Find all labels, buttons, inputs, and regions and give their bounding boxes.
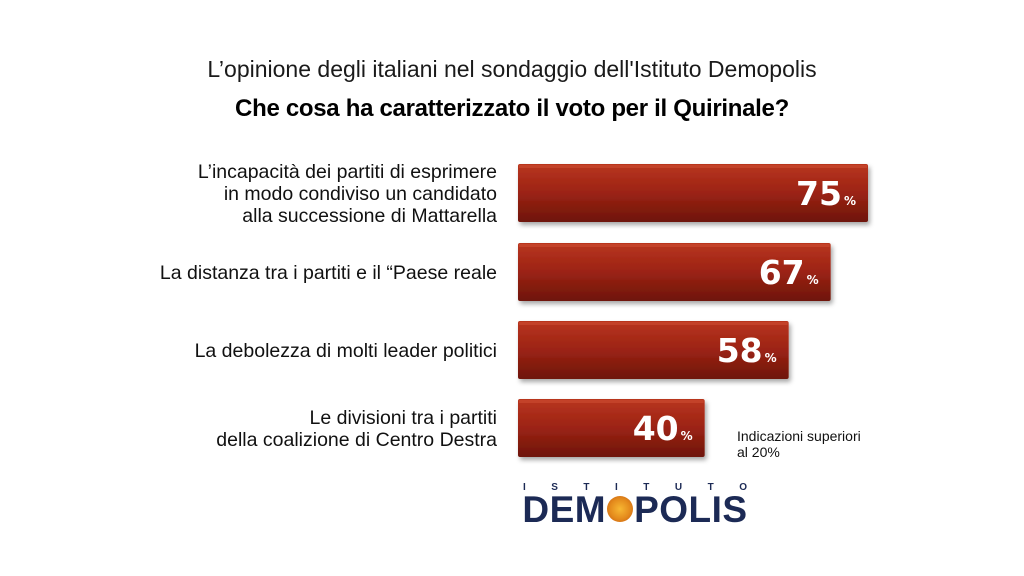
footnote: Indicazioni superiori al 20%: [737, 428, 861, 460]
demopolis-logo: I S T I T U T O DEM POLIS: [517, 482, 753, 528]
bar-highlight: [519, 165, 867, 168]
bar-value-label: 58%: [717, 331, 777, 370]
logo-letter: O: [739, 482, 747, 493]
category-label: La debolezza di molti leader politici: [195, 340, 497, 362]
category-label: in modo condiviso un candidato: [224, 183, 497, 205]
bar: [518, 243, 831, 301]
logo-wordmark-right: POLIS: [634, 489, 748, 530]
category-label: Le divisioni tra i partiti: [310, 407, 498, 429]
category-label: L’incapacità dei partiti di esprimere: [198, 161, 497, 183]
logo-letter: I: [615, 482, 618, 493]
chart-title: L’opinione degli italiani nel sondaggio …: [207, 56, 817, 82]
category-label: La distanza tra i partiti e il “Paese re…: [160, 262, 497, 284]
bar-value-label: 75%: [796, 174, 856, 213]
sun-icon: [607, 496, 634, 523]
bar-highlight: [519, 244, 830, 247]
bar: [518, 321, 789, 379]
logo-letter: T: [583, 482, 590, 493]
bar-value-label: 40%: [633, 409, 693, 448]
logo-letter: T: [643, 482, 650, 493]
bar-highlight: [519, 322, 788, 325]
logo-letter: I: [523, 482, 526, 493]
bar-highlight: [519, 400, 704, 403]
bar: [518, 164, 868, 222]
bar: [518, 399, 705, 457]
logo-letter: U: [674, 482, 683, 493]
chart-subtitle: Che cosa ha caratterizzato il voto per i…: [235, 95, 789, 122]
logo-letter: S: [551, 482, 558, 493]
logo-istituto: I S T I T U T O: [517, 482, 753, 493]
footnote-line-2: al 20%: [737, 444, 780, 460]
logo-wordmark: DEM POLIS: [517, 491, 753, 528]
category-label: della coalizione di Centro Destra: [216, 429, 497, 451]
bar-value-label: 67%: [759, 253, 819, 292]
category-label: alla successione di Mattarella: [242, 205, 497, 227]
logo-wordmark-left: DEM: [522, 489, 607, 530]
footnote-line-1: Indicazioni superiori: [737, 428, 861, 444]
logo-letter: T: [707, 482, 714, 493]
